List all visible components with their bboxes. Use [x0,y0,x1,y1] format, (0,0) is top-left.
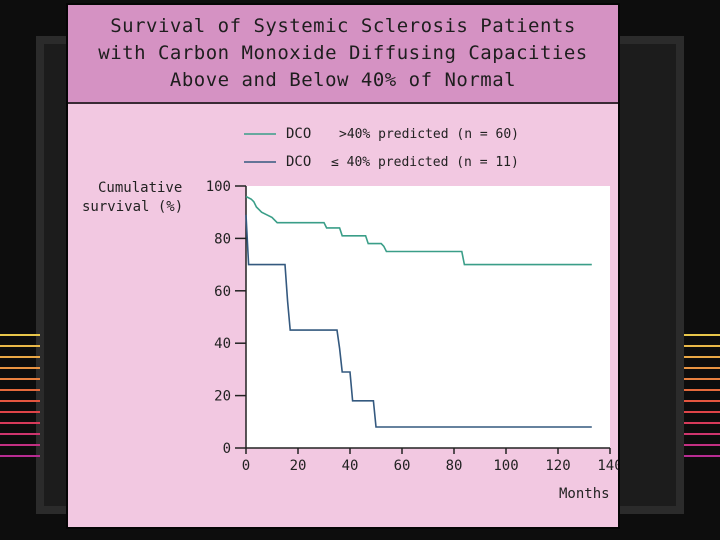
x-tick-label: 20 [290,458,307,474]
x-tick-label: 0 [242,458,250,474]
x-tick-label: 100 [493,458,518,474]
plot-area [246,186,610,448]
x-axis-label: Months [559,486,610,502]
y-tick-label: 20 [214,389,231,405]
legend-prefix-series-1: DCO [286,126,311,142]
y-tick-label: 60 [214,284,231,300]
x-tick-label: 80 [446,458,463,474]
legend: DCO >40% predicted (n = 60) DCO ≤ 40% pr… [244,126,519,170]
legend-label-series-2: ≤ 40% predicted (n = 11) [331,155,519,170]
y-tick-label: 40 [214,336,231,352]
chart-title-line-3: Above and Below 40% of Normal [169,69,517,91]
series-line-2 [245,214,592,428]
y-tick-label: 80 [214,231,231,247]
survival-chart: 0 20 40 60 80 100 0 20 40 60 80 100 120 140 Cumulati… [82,126,618,502]
y-axis: 0 20 40 60 80 100 [206,179,247,457]
y-axis-label-line-1: Cumulative [98,180,182,196]
x-tick-label: 60 [394,458,411,474]
x-tick-label: 120 [545,458,570,474]
series-layer [245,195,592,428]
slide: Survival of Systemic Sclerosis Patients … [66,3,620,529]
x-tick-label: 140 [597,458,618,474]
chart-title: Survival of Systemic Sclerosis Patients … [68,5,618,104]
y-tick-label: 100 [206,179,231,195]
series-line-1 [245,195,592,266]
x-tick-label: 40 [342,458,359,474]
legend-prefix-series-2: DCO [286,154,311,170]
x-axis: 0 20 40 60 80 100 120 140 [242,447,618,474]
legend-label-series-1: >40% predicted (n = 60) [339,127,519,142]
decorative-stripes-left [0,334,40,462]
y-axis-label-line-2: survival (%) [82,199,183,215]
chart-title-line-2: with Carbon Monoxide Diffusing Capacitie… [98,42,588,64]
decorative-stripes-right [684,334,720,462]
y-tick-label: 0 [223,441,231,457]
chart-title-line-1: Survival of Systemic Sclerosis Patients [110,15,576,37]
